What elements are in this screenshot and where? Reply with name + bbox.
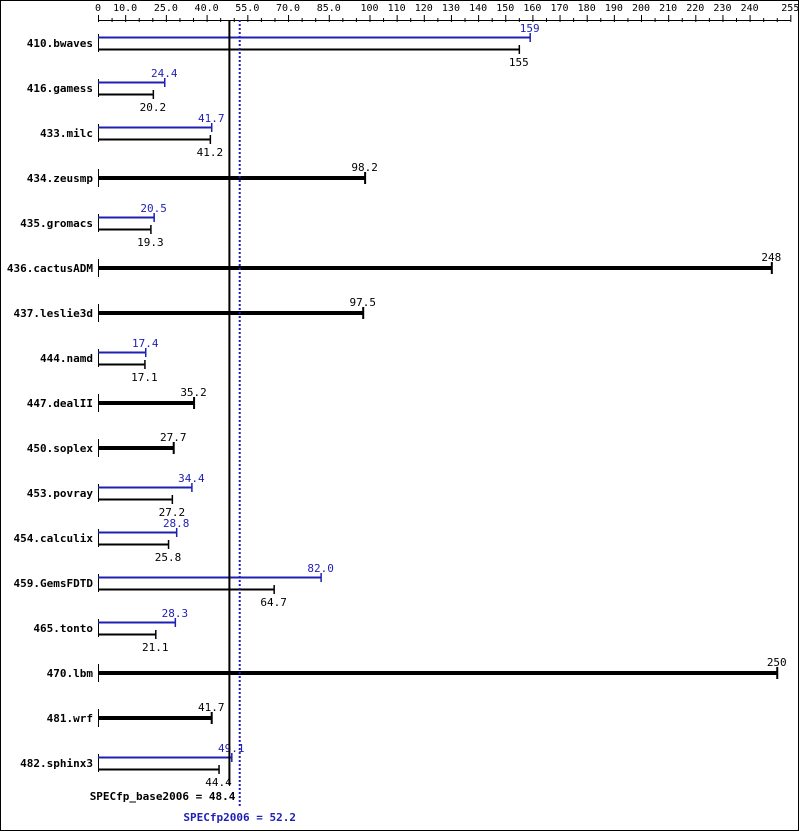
benchmark-label: 454.calculix bbox=[14, 532, 94, 545]
tick-label: 0 bbox=[95, 3, 101, 14]
benchmark-label: 450.soplex bbox=[27, 442, 94, 455]
base-value-label: 41.7 bbox=[198, 701, 225, 714]
peak-value-label: 34.4 bbox=[178, 472, 205, 485]
tick-label: 150 bbox=[496, 3, 514, 14]
benchmark-label: 465.tonto bbox=[33, 622, 93, 635]
peak-value-label: 41.7 bbox=[198, 112, 225, 125]
base-value-label: 17.1 bbox=[131, 371, 158, 384]
tick-label: 240 bbox=[741, 3, 759, 14]
peak-reference-label: SPECfp2006 = 52.2 bbox=[183, 811, 296, 824]
benchmark-label: 410.bwaves bbox=[27, 37, 93, 50]
peak-value-label: 28.8 bbox=[163, 517, 190, 530]
tick-label: 210 bbox=[659, 3, 677, 14]
base-value-label: 98.2 bbox=[351, 161, 378, 174]
base-reference-label: SPECfp_base2006 = 48.4 bbox=[90, 790, 236, 803]
benchmark-label: 482.sphinx3 bbox=[20, 757, 93, 770]
benchmark-label: 436.cactusADM bbox=[7, 262, 93, 275]
tick-label: 70.0 bbox=[276, 3, 300, 14]
peak-value-label: 82.0 bbox=[307, 562, 334, 575]
base-value-label: 20.2 bbox=[140, 101, 167, 114]
base-value-label: 248 bbox=[761, 251, 781, 264]
tick-label: 180 bbox=[578, 3, 596, 14]
tick-label: 190 bbox=[605, 3, 623, 14]
benchmark-label: 433.milc bbox=[40, 127, 93, 140]
tick-label: 120 bbox=[415, 3, 433, 14]
base-value-label: 41.2 bbox=[197, 146, 224, 159]
benchmark-label: 459.GemsFDTD bbox=[14, 577, 94, 590]
base-value-label: 35.2 bbox=[180, 386, 207, 399]
peak-value-label: 28.3 bbox=[162, 607, 189, 620]
peak-value-label: 20.5 bbox=[140, 202, 167, 215]
base-value-label: 25.8 bbox=[155, 551, 182, 564]
base-value-label: 155 bbox=[509, 56, 529, 69]
base-value-label: 27.7 bbox=[160, 431, 187, 444]
base-value-label: 44.4 bbox=[205, 776, 232, 789]
benchmark-label: 453.povray bbox=[27, 487, 94, 500]
peak-value-label: 17.4 bbox=[132, 337, 159, 350]
benchmark-label: 435.gromacs bbox=[20, 217, 93, 230]
tick-label: 100 bbox=[360, 3, 378, 14]
peak-value-label: 49.1 bbox=[218, 742, 245, 755]
base-value-label: 64.7 bbox=[260, 596, 287, 609]
tick-label: 255 bbox=[781, 3, 799, 14]
peak-value-label: 159 bbox=[520, 22, 540, 35]
benchmark-label: 444.namd bbox=[40, 352, 93, 365]
base-value-label: 27.2 bbox=[159, 506, 186, 519]
tick-label: 10.0 bbox=[113, 3, 137, 14]
peak-value-label: 24.4 bbox=[151, 67, 178, 80]
tick-label: 170 bbox=[551, 3, 569, 14]
tick-label: 55.0 bbox=[235, 3, 259, 14]
tick-label: 40.0 bbox=[195, 3, 219, 14]
benchmark-label: 434.zeusmp bbox=[27, 172, 94, 185]
tick-label: 160 bbox=[523, 3, 541, 14]
tick-label: 85.0 bbox=[317, 3, 341, 14]
base-value-label: 250 bbox=[767, 656, 787, 669]
benchmark-label: 470.lbm bbox=[47, 667, 94, 680]
tick-label: 25.0 bbox=[154, 3, 178, 14]
tick-label: 110 bbox=[388, 3, 406, 14]
tick-label: 140 bbox=[469, 3, 487, 14]
base-value-label: 21.1 bbox=[142, 641, 169, 654]
benchmark-label: 416.gamess bbox=[27, 82, 93, 95]
base-value-label: 19.3 bbox=[137, 236, 164, 249]
base-value-label: 97.5 bbox=[349, 296, 376, 309]
benchmark-label: 481.wrf bbox=[47, 712, 93, 725]
tick-label: 230 bbox=[713, 3, 731, 14]
tick-label: 130 bbox=[442, 3, 460, 14]
benchmark-label: 447.dealII bbox=[27, 397, 93, 410]
tick-label: 200 bbox=[632, 3, 650, 14]
tick-label: 220 bbox=[686, 3, 704, 14]
benchmark-label: 437.leslie3d bbox=[14, 307, 93, 320]
